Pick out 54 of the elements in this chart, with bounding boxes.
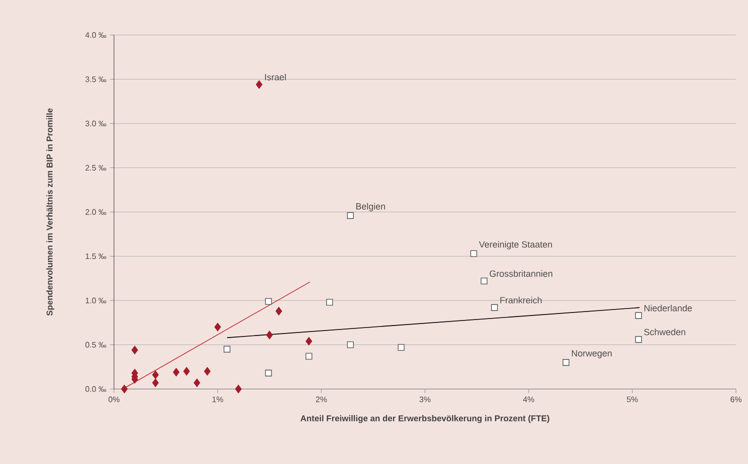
y-tick-label: 1.5 ‰ — [86, 253, 106, 260]
point — [306, 337, 312, 346]
point — [635, 336, 642, 343]
point — [204, 367, 211, 376]
point — [214, 322, 221, 332]
annotation: Israel — [265, 74, 286, 80]
point — [183, 367, 190, 376]
point — [172, 368, 180, 376]
annotation: Vereinigte Staaten — [478, 241, 552, 250]
y-tick-label: 2.5 ‰ — [86, 164, 106, 171]
point — [121, 384, 128, 394]
point — [131, 346, 138, 354]
x-tick-label: 6% — [730, 396, 742, 402]
point — [398, 344, 405, 351]
point — [152, 370, 159, 380]
y-tick-label: 0.5 ‰ — [85, 342, 106, 348]
point — [194, 378, 200, 388]
y-tick-label: 4.0 ‰ — [85, 32, 106, 38]
point — [152, 378, 159, 388]
annotation: Niederlande — [644, 304, 692, 312]
x-tick-label: 0% — [108, 396, 120, 402]
x-tick-label: 5% — [626, 396, 638, 402]
x-tick-label: 1% — [212, 396, 224, 402]
annotation: Belgien — [356, 202, 385, 212]
y-tick-label: 2.0 ‰ — [86, 209, 106, 215]
x-tick-label: 4% — [523, 396, 534, 402]
point — [326, 298, 334, 306]
x-tick-label: 3% — [420, 396, 430, 402]
y-axis-title: Spendenvolumen im Verhältnis zum BIP in Promille — [46, 108, 54, 316]
y-tick-label: 1.0 ‰ — [86, 298, 106, 304]
point — [276, 306, 282, 316]
annotation: Norwegen — [572, 350, 612, 358]
point — [235, 384, 242, 394]
point — [305, 352, 312, 360]
annotation: Grossbritannien — [490, 270, 552, 277]
point — [224, 346, 230, 353]
y-tick-label: 3.0 ‰ — [85, 120, 106, 126]
point — [266, 330, 273, 340]
y-tick-label: 3.5 ‰ — [85, 76, 106, 82]
point — [265, 370, 272, 376]
annotation: Frankreich — [500, 296, 542, 304]
y-tick-label: 0.0 ‰ — [85, 386, 106, 392]
point — [346, 212, 354, 219]
point — [470, 250, 478, 257]
point — [491, 304, 498, 311]
point — [562, 359, 570, 366]
point — [256, 80, 262, 89]
point — [346, 341, 354, 348]
x-tick-label: 2% — [316, 396, 327, 402]
x-axis-title: Anteil Freiwillige an der Erwerbsbevölkerung in Prozent (FTE) — [300, 415, 550, 424]
point — [635, 312, 642, 319]
annotation: Schweden — [644, 328, 686, 336]
point — [480, 278, 488, 284]
point — [265, 298, 272, 305]
